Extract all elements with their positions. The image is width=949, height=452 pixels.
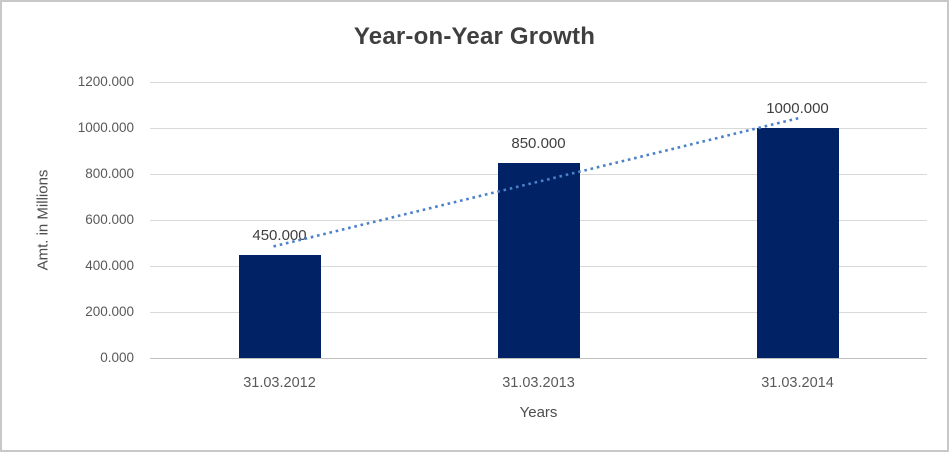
y-tick-label: 400.000 — [85, 258, 134, 273]
x-axis-title: Years — [519, 404, 558, 421]
bar — [238, 254, 321, 358]
trendline — [273, 116, 800, 248]
y-tick-label: 1000.000 — [77, 120, 134, 135]
bar-value-label: 850.000 — [511, 134, 566, 152]
x-axis-line — [150, 357, 927, 359]
x-tick-label: 31.03.2012 — [243, 375, 316, 391]
y-tick-label: 200.000 — [85, 304, 134, 319]
plot-area: 450.000 850.000 1000.000 — [150, 81, 927, 359]
y-tick-label: 1200.000 — [77, 74, 134, 89]
y-tick-label: 600.000 — [85, 212, 134, 227]
bar-value-label: 450.000 — [252, 226, 307, 244]
gridline — [150, 81, 927, 83]
y-tick-label: 0.000 — [100, 350, 134, 365]
bar-value-label: 1000.000 — [766, 100, 829, 117]
chart-title: Year-on-Year Growth — [353, 23, 596, 50]
bar — [756, 128, 839, 358]
bar — [497, 162, 580, 358]
trendline-path — [273, 116, 800, 248]
x-tick-label: 31.03.2013 — [502, 375, 575, 391]
y-tick-label: 800.000 — [85, 166, 134, 181]
x-tick-label: 31.03.2014 — [761, 375, 834, 391]
gridline — [150, 127, 927, 129]
